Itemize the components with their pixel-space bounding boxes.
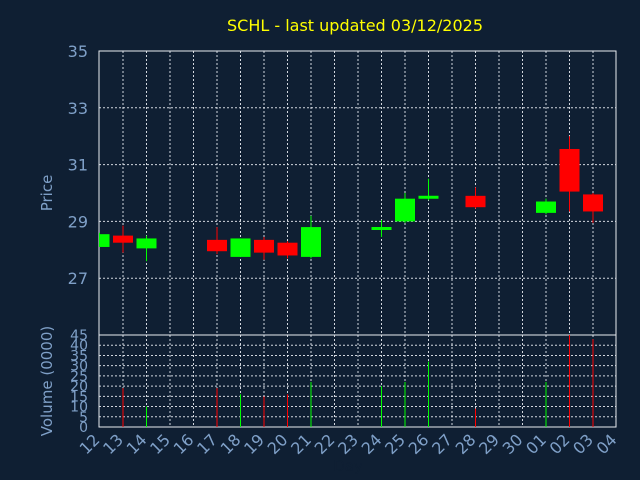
day-tick-label: 04 xyxy=(593,430,621,458)
candle-body xyxy=(536,201,556,213)
candle-body xyxy=(277,242,298,256)
volume-bars xyxy=(122,335,594,427)
price-axis-label: Price xyxy=(38,175,56,212)
volume-tick-label: 20 xyxy=(70,379,88,395)
candle-body xyxy=(559,148,580,192)
candle-body xyxy=(254,239,274,253)
volume-tick-label: 15 xyxy=(70,389,88,405)
candle-body xyxy=(465,195,486,208)
candle-body xyxy=(371,227,392,230)
candle-body xyxy=(207,239,227,252)
price-tick-label: 27 xyxy=(68,269,88,288)
price-axis-ticks: 35 33 31 29 27 xyxy=(68,42,88,288)
candle-body xyxy=(136,238,157,249)
day-axis-label: Day xyxy=(333,457,363,475)
candle-body xyxy=(301,227,321,257)
volume-tick-label: 35 xyxy=(70,348,88,364)
candle-body xyxy=(395,198,415,222)
volume-tick-label: 5 xyxy=(79,410,88,426)
volume-tick-label: 10 xyxy=(70,400,88,416)
volume-tick-label: 25 xyxy=(70,369,88,385)
price-tick-label: 33 xyxy=(68,99,88,118)
candlesticks xyxy=(99,136,603,262)
day-axis-ticks: 1213141516171819202122232425262728293001… xyxy=(76,430,621,458)
candle-body xyxy=(99,234,110,247)
candle-body xyxy=(230,238,251,257)
candle-body xyxy=(113,235,133,243)
candle-body xyxy=(418,195,439,199)
volume-tick-label: 30 xyxy=(70,359,88,375)
price-tick-label: 35 xyxy=(68,42,88,61)
price-tick-label: 29 xyxy=(68,212,88,231)
chart-title: SCHL - last updated 03/12/2025 xyxy=(227,16,483,35)
volume-tick-label: 40 xyxy=(70,338,88,354)
volume-tick-label: 0 xyxy=(79,420,88,436)
price-tick-label: 31 xyxy=(68,156,88,175)
volume-axis-label: Volume (0000) xyxy=(38,326,56,436)
candle-body xyxy=(583,194,603,212)
volume-tick-label: 45 xyxy=(70,328,88,344)
